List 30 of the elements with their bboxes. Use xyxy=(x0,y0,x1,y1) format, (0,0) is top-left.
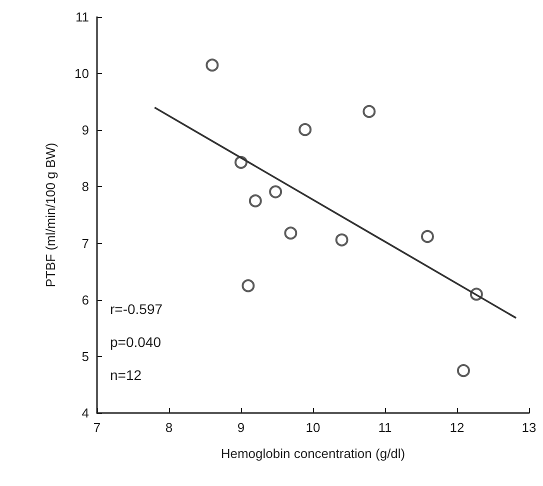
point xyxy=(335,233,348,246)
point xyxy=(269,185,282,198)
point xyxy=(242,279,255,292)
x-tick-label: 13 xyxy=(522,420,536,435)
x-axis-title: Hemoglobin concentration (g/dl) xyxy=(220,446,406,461)
x-tick-label: 8 xyxy=(165,420,173,435)
y-axis-title: PTBF (ml/min/100 g BW) xyxy=(43,142,58,288)
annotation: n=12 xyxy=(110,367,142,383)
point xyxy=(284,226,298,240)
y-tick-label: 11 xyxy=(76,10,89,24)
y-tick-label: 10 xyxy=(74,66,89,82)
y-tick-label: 9 xyxy=(82,122,89,138)
y-tick-label: 4 xyxy=(82,406,89,420)
y-tick-label: 5 xyxy=(82,348,89,364)
x-tick-label: 12 xyxy=(450,420,464,435)
y-tick-label: 8 xyxy=(82,179,89,194)
point xyxy=(362,104,376,118)
x-tick-label: 7 xyxy=(93,420,101,435)
point xyxy=(456,364,470,378)
point xyxy=(248,194,262,208)
annotation: r=-0.597 xyxy=(110,301,163,317)
point xyxy=(298,123,312,136)
point xyxy=(206,58,219,72)
y-tick-label: 7 xyxy=(82,236,89,251)
annotation: p=0.040 xyxy=(110,334,162,350)
x-tick-label: 9 xyxy=(237,420,245,435)
point xyxy=(420,230,434,243)
x-tick-label: 11 xyxy=(378,420,392,435)
x-tick-label: 10 xyxy=(306,420,320,435)
y-tick-label: 6 xyxy=(82,292,89,308)
